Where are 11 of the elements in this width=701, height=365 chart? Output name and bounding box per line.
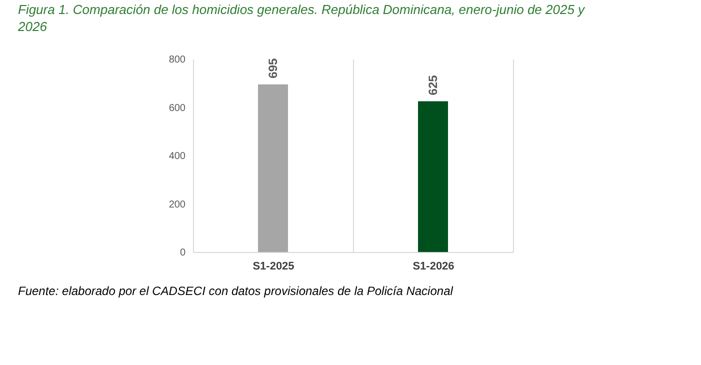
- y-tick-label: 0: [180, 248, 186, 258]
- x-tick-label: S1-2026: [412, 260, 454, 272]
- chart-title: Figura 1. Comparación de los homicidios generales. República Dominicana, enero-junio de 2025 y 2026: [17, 2, 586, 34]
- x-tick-label: S1-2025: [252, 260, 294, 272]
- y-tick-label: 200: [168, 199, 186, 210]
- y-tick-label: 600: [168, 102, 186, 114]
- data-label: 695: [266, 58, 280, 78]
- source-note: Fuente: elaborado por el CADSECI con datos provisionales de la Policía Nacional: [18, 284, 454, 298]
- data-label: 625: [426, 74, 440, 96]
- y-tick-label: 400: [168, 151, 186, 162]
- y-tick-label: 800: [168, 54, 186, 66]
